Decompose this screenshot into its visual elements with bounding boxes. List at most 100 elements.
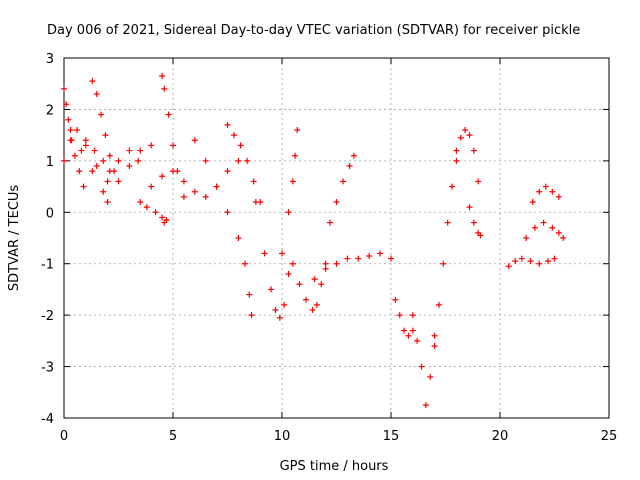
data-point [551,255,558,262]
data-point [549,224,556,231]
data-point [67,127,74,133]
data-point [276,314,283,321]
data-point [98,111,105,118]
series-trace-19 [453,127,482,185]
data-point [152,209,159,216]
data-point [560,235,567,241]
y-tick-label: -1 [41,258,54,273]
axis-ticks: 0 5 10 15 20 25 -4 -3 -2 -1 0 1 2 3 [41,52,617,444]
data-point [340,178,347,185]
data-point [477,232,484,239]
x-tick-label: 10 [274,429,291,444]
x-axis-label: GPS time / hours [280,459,389,474]
data-point [518,255,525,262]
data-point [377,250,384,257]
data-point [159,173,166,180]
data-point [163,217,170,223]
data-point [466,204,473,211]
data-point [115,157,122,164]
data-point [237,142,244,149]
plot-frame [63,57,610,419]
data-point [80,183,87,190]
series-trace-18 [431,157,460,339]
data-point [272,307,279,313]
series-trace-11 [252,199,292,321]
x-tick-label: 5 [169,429,177,444]
data-point [512,258,519,265]
data-point [235,235,242,241]
data-point [529,199,536,205]
data-point [71,152,78,159]
data-point [427,373,434,380]
data-point [333,199,340,205]
data-point [241,260,248,267]
data-point [444,219,451,226]
series-trace-2 [61,85,87,190]
data-point [540,219,547,226]
data-point [549,188,556,195]
x-tick-label: 25 [601,429,618,444]
series-trace-4 [89,78,118,175]
series-trace-13 [289,260,329,313]
data-point [544,258,551,265]
series-trace-20 [466,204,484,239]
data-point [159,73,166,79]
data-point [246,291,253,298]
x-tick-label: 15 [383,429,400,444]
series-trace-6 [137,199,170,226]
data-point [100,157,107,164]
data-point [453,147,460,154]
series-trace-8 [148,157,242,200]
data-point [137,199,144,205]
data-point [115,178,122,185]
data-point [435,301,442,308]
data-point [318,281,325,288]
data-point [279,250,285,257]
y-tick-label: -4 [41,412,54,427]
data-point [285,271,292,277]
data-point [405,332,412,339]
data-point [63,101,70,108]
data-point [475,178,482,185]
series-trace-14 [311,250,394,283]
series-trace-1 [61,127,142,175]
data-point [350,152,357,159]
data-point [326,219,333,226]
series-trace-23 [529,183,562,205]
data-point [61,85,67,92]
data-point [235,157,242,164]
y-tick-label: -2 [41,309,54,324]
data-point [82,137,89,144]
x-tick-label: 0 [60,429,68,444]
y-tick-label: 3 [46,52,54,67]
data-point [68,137,75,144]
data-point [191,188,198,195]
data-point [302,296,309,303]
data-point [531,224,538,231]
series-trace-5 [82,142,155,185]
data-point [213,183,220,190]
data-point [191,137,198,144]
data-point [100,188,107,195]
data-point [91,147,98,154]
data-point [148,142,155,149]
data-points [61,73,567,409]
data-point [170,142,176,149]
data-point [82,142,89,149]
data-point [104,178,111,185]
series-trace-15 [326,152,357,226]
data-point [440,260,447,267]
data-point [309,307,316,313]
data-point [355,255,362,262]
data-point [143,204,150,211]
data-point [462,127,469,133]
data-point [202,157,209,164]
data-point [78,147,85,154]
y-axis-label: SDTVAR / TECUs [7,185,22,292]
data-point [285,209,292,216]
data-point [202,193,209,200]
data-point [224,209,231,216]
data-point [248,312,255,319]
data-point [165,111,172,118]
